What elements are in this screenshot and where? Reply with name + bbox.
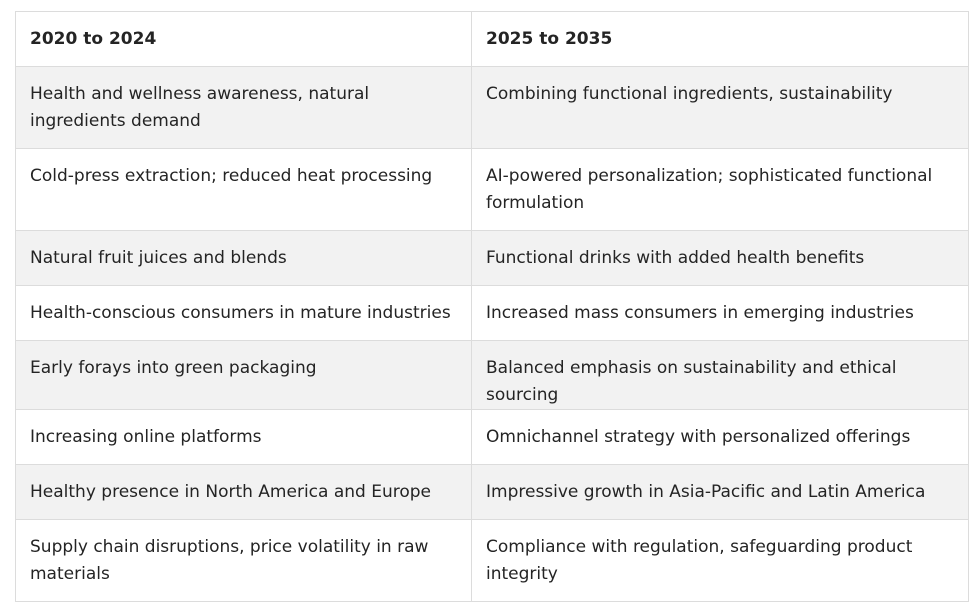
table-cell: Balanced emphasis on sustainability and … <box>471 340 969 410</box>
table-row: Natural fruit juices and blends Function… <box>15 230 969 286</box>
table-cell: Impressive growth in Asia-Pacific and La… <box>471 464 969 520</box>
table-row: Health and wellness awareness, natural i… <box>15 66 969 149</box>
table-row: Increasing online platforms Omnichannel … <box>15 409 969 465</box>
table-cell: Omnichannel strategy with personalized o… <box>471 409 969 465</box>
table-header-row: 2020 to 2024 2025 to 2035 <box>15 11 969 67</box>
table-row: Supply chain disruptions, price volatili… <box>15 519 969 602</box>
table-cell: Functional drinks with added health bene… <box>471 230 969 286</box>
table-row: Cold-press extraction; reduced heat proc… <box>15 148 969 231</box>
table-cell: Compliance with regulation, safeguarding… <box>471 519 969 602</box>
column-header-2025-2035: 2025 to 2035 <box>471 11 969 67</box>
table-row: Health-conscious consumers in mature ind… <box>15 285 969 341</box>
table-row: Early forays into green packaging Balanc… <box>15 340 969 410</box>
table-row: Healthy presence in North America and Eu… <box>15 464 969 520</box>
comparison-table: 2020 to 2024 2025 to 2035 Health and wel… <box>15 11 969 602</box>
table-cell: Supply chain disruptions, price volatili… <box>15 519 472 602</box>
table-cell: Health-conscious consumers in mature ind… <box>15 285 472 341</box>
table-cell: Healthy presence in North America and Eu… <box>15 464 472 520</box>
table-cell: Health and wellness awareness, natural i… <box>15 66 472 149</box>
table-cell: Early forays into green packaging <box>15 340 472 410</box>
table-cell: AI-powered personalization; sophisticate… <box>471 148 969 231</box>
table-cell: Cold-press extraction; reduced heat proc… <box>15 148 472 231</box>
table-cell: Natural fruit juices and blends <box>15 230 472 286</box>
column-header-2020-2024: 2020 to 2024 <box>15 11 472 67</box>
table-cell: Combining functional ingredients, sustai… <box>471 66 969 149</box>
table-cell: Increasing online platforms <box>15 409 472 465</box>
table-cell: Increased mass consumers in emerging ind… <box>471 285 969 341</box>
